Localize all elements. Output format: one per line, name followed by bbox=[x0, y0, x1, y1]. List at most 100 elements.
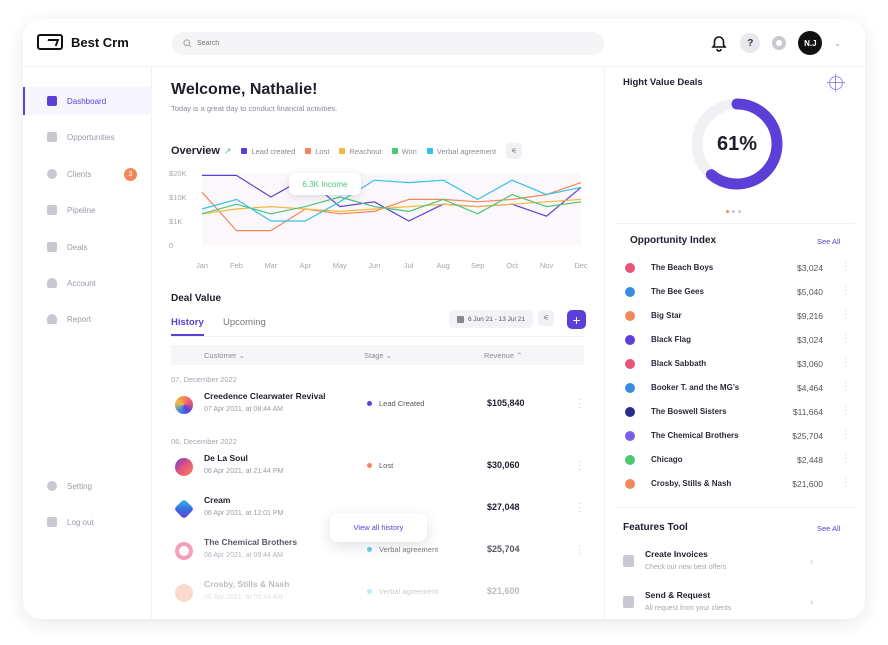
column-customer[interactable]: Customer ⌄ bbox=[204, 351, 245, 360]
more-icon[interactable]: · · · bbox=[844, 402, 847, 419]
more-icon[interactable]: · · · bbox=[578, 540, 581, 558]
more-icon[interactable]: · · · bbox=[844, 474, 847, 491]
tab-history[interactable]: History bbox=[171, 317, 204, 336]
group-date: 07, December 2022 bbox=[171, 375, 237, 384]
more-icon[interactable]: · · · bbox=[578, 498, 581, 516]
opportunity-row[interactable]: Booker T. and the MG’s $4,464 · · · bbox=[625, 378, 847, 396]
x-tick-label: Aug bbox=[437, 261, 450, 270]
column-revenue[interactable]: Revenue ⌃ bbox=[484, 351, 523, 360]
opportunity-value: $25,704 bbox=[792, 431, 823, 441]
opportunity-name: The Boswell Sisters bbox=[651, 407, 727, 416]
opportunity-value: $2,448 bbox=[797, 455, 823, 465]
sidebar-item-pipeline[interactable]: Pipeline bbox=[23, 196, 152, 224]
sidebar-item-logout[interactable]: Log out bbox=[23, 508, 152, 536]
search-icon bbox=[183, 39, 192, 48]
more-icon[interactable]: · · · bbox=[578, 394, 581, 412]
opportunity-name: The Beach Boys bbox=[651, 263, 714, 272]
sidebar-item-opportunities[interactable]: Opportunities bbox=[23, 123, 152, 151]
legend-label: Reachout bbox=[349, 146, 382, 156]
revenue: $27,048 bbox=[487, 502, 520, 512]
more-icon[interactable]: · · · bbox=[844, 450, 847, 467]
sidebar-item-account[interactable]: Account bbox=[23, 269, 152, 297]
opportunity-name: Black Flag bbox=[651, 335, 692, 344]
feature-send-request[interactable]: Send & Request All request from your cli… bbox=[623, 588, 845, 619]
more-icon[interactable]: · · · bbox=[844, 258, 847, 275]
legend-item: Won bbox=[391, 147, 417, 156]
legend-label: Lead created bbox=[251, 146, 296, 156]
search-input[interactable] bbox=[197, 40, 577, 47]
sidebar-item-deals[interactable]: Deals bbox=[23, 233, 152, 261]
opportunity-name: Big Star bbox=[651, 311, 682, 320]
opportunity-row[interactable]: The Boswell Sisters $11,664 · · · bbox=[625, 402, 847, 420]
opportunity-value: $3,060 bbox=[797, 359, 823, 369]
deal-filter-icon[interactable]: ⚟ bbox=[538, 310, 554, 326]
date-range-picker[interactable]: 6 Jun 21 - 13 Jul 21 bbox=[449, 310, 533, 328]
opportunity-row[interactable]: The Chemical Brothers $25,704 · · · bbox=[625, 426, 847, 444]
table-row[interactable]: Crosby, Stills & Nash 06 Apr 2021, at 09… bbox=[171, 575, 584, 611]
sidebar-item-label: Log out bbox=[67, 517, 94, 527]
right-panel: Hight Value Deals 61% Opportunity Index … bbox=[604, 67, 865, 619]
target-icon[interactable] bbox=[827, 74, 845, 92]
series-line-lost bbox=[201, 182, 582, 232]
grid-icon bbox=[47, 96, 57, 106]
feature-desc: Check our new best offers bbox=[645, 564, 727, 571]
customer-name: Cream bbox=[204, 495, 231, 505]
stage-label: Verbal agreement bbox=[379, 587, 439, 596]
series-line-reachout bbox=[201, 198, 582, 215]
features-see-all-link[interactable]: See All bbox=[817, 524, 841, 533]
legend-swatch bbox=[339, 148, 346, 154]
main-content: Welcome, Nathalie! Today is a great day … bbox=[153, 67, 603, 619]
features-tool-title: Features Tool bbox=[623, 522, 688, 533]
more-icon[interactable]: · · · bbox=[844, 330, 847, 347]
more-icon[interactable]: · · · bbox=[844, 306, 847, 323]
wallet-icon bbox=[623, 596, 634, 608]
revenue: $105,840 bbox=[487, 398, 525, 408]
customer-time: 06 Apr 2021, at 21:44 PM bbox=[204, 468, 284, 475]
table-row[interactable]: Creedence Clearwater Revival 07 Apr 2021… bbox=[171, 387, 584, 423]
stage-dot bbox=[367, 401, 372, 406]
sidebar-item-report[interactable]: Report bbox=[23, 305, 152, 333]
y-tick-label: $20K bbox=[169, 169, 187, 178]
more-icon[interactable]: · · · bbox=[844, 354, 847, 371]
sidebar-item-dashboard[interactable]: Dashboard bbox=[23, 87, 152, 115]
opportunity-row[interactable]: Black Flag $3,024 · · · bbox=[625, 330, 847, 348]
opportunity-see-all-link[interactable]: See All bbox=[817, 237, 841, 246]
opportunity-row[interactable]: Black Sabbath $3,060 · · · bbox=[625, 354, 847, 372]
opportunity-logo bbox=[625, 335, 635, 345]
tab-upcoming[interactable]: Upcoming bbox=[223, 317, 266, 328]
column-stage[interactable]: Stage ⌄ bbox=[364, 351, 392, 360]
opportunity-row[interactable]: The Beach Boys $3,024 · · · bbox=[625, 258, 847, 276]
legend-item: Reachout bbox=[339, 146, 382, 156]
avatar[interactable]: N.J bbox=[798, 31, 823, 55]
y-tick-label: $10K bbox=[169, 193, 187, 202]
view-all-history-button[interactable]: View all history bbox=[330, 513, 427, 542]
table-row[interactable]: Cream 06 Apr 2021, at 12:01 PM $27,048 ·… bbox=[171, 491, 584, 527]
more-icon[interactable]: · · · bbox=[578, 456, 581, 474]
legend-label: Verbal agreement bbox=[436, 146, 497, 156]
settings-gear-icon[interactable] bbox=[772, 36, 787, 50]
feature-create-invoices[interactable]: Create Invoices Check our new best offer… bbox=[623, 547, 845, 579]
help-button[interactable]: ? bbox=[740, 33, 761, 53]
column-label: Customer bbox=[204, 351, 237, 360]
add-deal-button[interactable]: + bbox=[567, 310, 586, 329]
opportunity-row[interactable]: Big Star $9,216 · · · bbox=[625, 306, 847, 324]
more-icon[interactable]: · · · bbox=[844, 426, 847, 443]
more-icon[interactable]: · · · bbox=[844, 378, 847, 395]
opportunity-row[interactable]: Crosby, Stills & Nash $21,600 · · · bbox=[625, 474, 847, 492]
table-row[interactable]: The Chemical Brothers 06 Apr 2021, at 09… bbox=[171, 533, 584, 569]
filter-icon[interactable]: ⚟ bbox=[506, 143, 523, 159]
logo[interactable]: Best Crm bbox=[37, 34, 129, 50]
sidebar-item-setting[interactable]: Setting bbox=[23, 472, 152, 500]
more-icon[interactable]: · · · bbox=[844, 282, 847, 299]
search-bar[interactable] bbox=[172, 32, 604, 55]
table-row[interactable]: De La Soul 06 Apr 2021, at 21:44 PM Lost… bbox=[171, 449, 584, 485]
opportunity-row[interactable]: Chicago $2,448 · · · bbox=[625, 450, 847, 468]
chevron-down-icon[interactable]: ⌄ bbox=[834, 38, 841, 48]
carousel-dots[interactable] bbox=[726, 210, 741, 213]
opportunity-row[interactable]: The Bee Gees $5,040 · · · bbox=[625, 282, 847, 300]
sidebar-item-clients[interactable]: Clients 3 bbox=[23, 160, 152, 188]
chart-icon bbox=[47, 242, 57, 252]
divider bbox=[615, 223, 855, 224]
opportunity-logo bbox=[625, 455, 635, 465]
bell-icon[interactable] bbox=[710, 34, 728, 52]
